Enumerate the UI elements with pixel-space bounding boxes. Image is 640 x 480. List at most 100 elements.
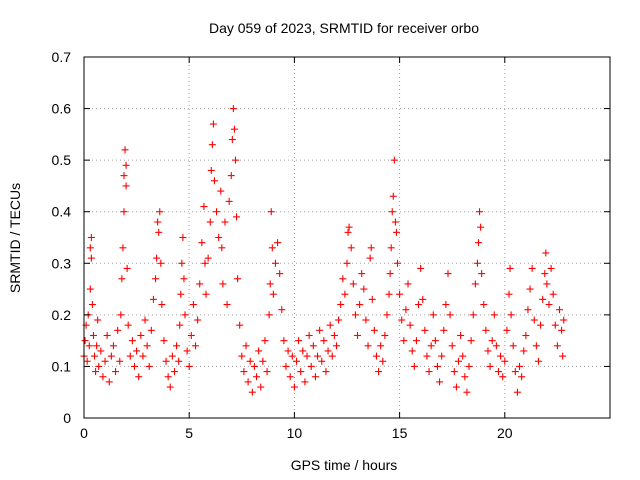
data-point (101, 357, 109, 365)
data-point (160, 337, 168, 345)
data-point (390, 156, 398, 164)
data-point (130, 362, 138, 370)
data-point (267, 208, 275, 216)
data-point (549, 290, 557, 298)
data-point (221, 218, 229, 226)
data-point (175, 357, 183, 365)
data-point (469, 311, 477, 319)
x-tick-label: 15 (392, 425, 408, 441)
data-point (482, 326, 490, 334)
data-point (314, 352, 322, 360)
data-point (105, 378, 113, 386)
data-point (154, 218, 162, 226)
y-tick-label: 0.2 (52, 307, 72, 323)
data-point (116, 357, 124, 365)
data-point (123, 264, 131, 272)
data-point (440, 326, 448, 334)
data-point (320, 337, 328, 345)
data-point (377, 342, 385, 350)
data-point (547, 264, 555, 272)
data-point (194, 316, 202, 324)
data-point (240, 368, 248, 376)
y-tick-label: 0.6 (52, 101, 72, 117)
data-point (135, 373, 143, 381)
data-point (133, 347, 141, 355)
data-point (87, 254, 95, 262)
data-point (396, 290, 404, 298)
data-point (556, 306, 564, 314)
data-point (255, 347, 263, 355)
data-point (120, 172, 128, 180)
data-point (541, 270, 549, 278)
data-point (503, 326, 511, 334)
data-point (213, 208, 221, 216)
data-point (107, 352, 115, 360)
data-point (423, 352, 431, 360)
data-point (370, 326, 378, 334)
data-point (383, 311, 391, 319)
data-point (265, 311, 273, 319)
data-point (455, 357, 463, 365)
x-tick-label: 10 (287, 425, 303, 441)
data-point (484, 347, 492, 355)
data-point (236, 321, 244, 329)
data-point (168, 352, 176, 360)
data-point (180, 275, 188, 283)
y-tick-label: 0.3 (52, 255, 72, 271)
data-point (530, 316, 538, 324)
data-point (259, 357, 267, 365)
data-point (476, 208, 484, 216)
data-point (388, 208, 396, 216)
data-point (398, 316, 406, 324)
data-point (207, 166, 215, 174)
data-point (427, 342, 435, 350)
data-point (559, 352, 567, 360)
data-point (404, 280, 412, 288)
data-points (80, 105, 568, 396)
data-point (511, 368, 519, 376)
x-axis-label: GPS time / hours (291, 457, 398, 473)
data-point (473, 259, 481, 267)
data-point (278, 306, 286, 314)
data-point (347, 244, 355, 252)
data-point (305, 331, 313, 339)
plot-frame (83, 56, 611, 419)
data-point (386, 270, 394, 278)
data-point (343, 259, 351, 267)
data-point (360, 285, 368, 293)
y-tick-label: 0.5 (52, 152, 72, 168)
data-point (537, 321, 545, 329)
data-point (364, 342, 372, 350)
data-point (406, 321, 414, 329)
data-point (185, 362, 193, 370)
data-point (124, 321, 132, 329)
data-point (87, 234, 95, 241)
data-point (122, 161, 130, 169)
data-point (417, 264, 425, 272)
data-point (187, 331, 195, 339)
data-point (250, 362, 258, 370)
data-point (276, 270, 284, 278)
data-point (558, 326, 566, 334)
data-point (274, 239, 282, 247)
data-point (446, 311, 454, 319)
data-point (204, 254, 212, 262)
data-point (309, 342, 317, 350)
data-point (156, 208, 164, 216)
data-point (208, 141, 216, 149)
data-point (467, 337, 475, 345)
data-point (379, 357, 387, 365)
data-point (215, 234, 223, 241)
data-point (448, 342, 456, 350)
data-point (385, 290, 393, 298)
data-point (539, 295, 547, 303)
data-point (153, 254, 161, 262)
data-point (128, 337, 136, 345)
data-point (367, 244, 375, 252)
data-point (402, 306, 410, 314)
data-point (505, 290, 513, 298)
data-point (137, 331, 145, 339)
data-point (330, 331, 338, 339)
x-tick-label: 5 (185, 425, 193, 441)
